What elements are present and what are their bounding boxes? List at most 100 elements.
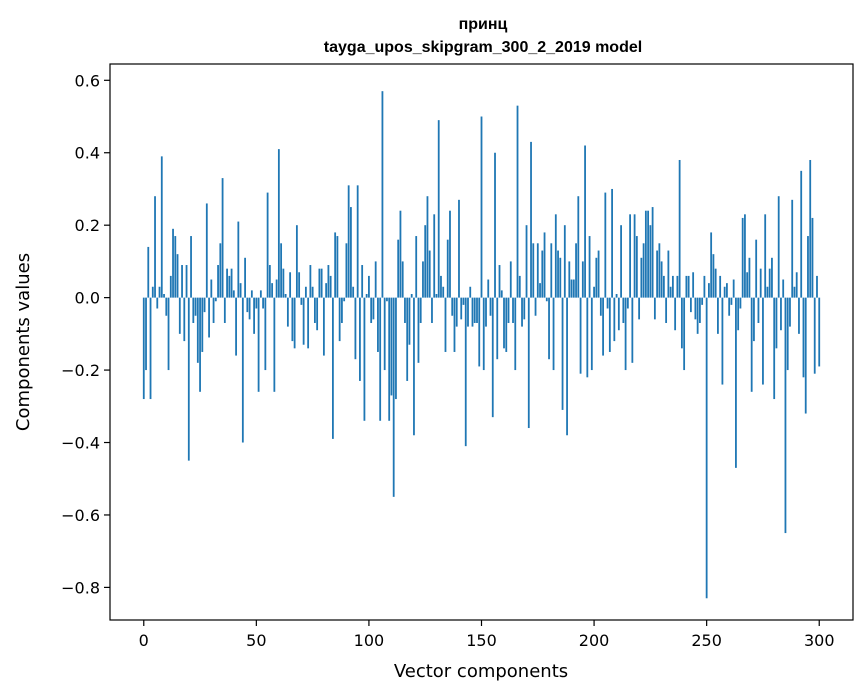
bar bbox=[735, 297, 737, 468]
bar bbox=[478, 297, 481, 367]
bar bbox=[658, 243, 661, 298]
bar bbox=[780, 297, 782, 331]
x-axis-ticks: 0 50 100 150 200 250 300 bbox=[139, 620, 835, 650]
bar bbox=[266, 192, 269, 298]
bar bbox=[473, 297, 476, 323]
bar bbox=[482, 297, 485, 371]
bar bbox=[187, 297, 190, 461]
bar bbox=[156, 297, 159, 309]
x-tick-label: 250 bbox=[691, 631, 722, 650]
bar bbox=[793, 286, 796, 298]
bar bbox=[455, 297, 458, 327]
bar bbox=[316, 297, 319, 331]
y-tick-label: −0.2 bbox=[61, 361, 100, 380]
bar bbox=[343, 297, 346, 302]
bar bbox=[307, 297, 310, 349]
bar bbox=[395, 297, 397, 400]
bar bbox=[530, 141, 532, 298]
bar bbox=[160, 156, 163, 298]
bar bbox=[190, 236, 192, 298]
bar bbox=[167, 297, 170, 371]
bar bbox=[809, 159, 812, 298]
bar bbox=[424, 225, 427, 298]
bar bbox=[406, 297, 409, 381]
bar bbox=[494, 152, 496, 298]
bar bbox=[723, 286, 726, 298]
bar bbox=[568, 261, 571, 298]
bar bbox=[383, 297, 386, 371]
bar bbox=[719, 275, 722, 298]
bar bbox=[392, 297, 395, 497]
bar bbox=[762, 297, 764, 385]
bar bbox=[559, 257, 562, 298]
bar bbox=[566, 297, 568, 436]
bar bbox=[708, 283, 710, 298]
bar bbox=[647, 210, 650, 298]
bar bbox=[699, 297, 701, 323]
bar bbox=[304, 286, 307, 298]
bar bbox=[264, 297, 267, 371]
bar bbox=[525, 225, 528, 298]
bar bbox=[717, 297, 719, 334]
bar bbox=[460, 297, 463, 320]
bar bbox=[712, 254, 715, 298]
bar bbox=[442, 286, 445, 298]
bar bbox=[640, 257, 643, 298]
bar bbox=[449, 210, 451, 298]
bar bbox=[356, 185, 359, 298]
bar bbox=[268, 265, 271, 298]
bar bbox=[250, 290, 253, 298]
bar bbox=[714, 268, 717, 298]
bar bbox=[163, 294, 165, 298]
bar bbox=[516, 105, 519, 298]
bar bbox=[476, 297, 478, 323]
bar bbox=[147, 246, 150, 298]
bar bbox=[703, 275, 706, 298]
bar bbox=[471, 297, 474, 327]
bar bbox=[768, 268, 771, 298]
bar bbox=[503, 297, 505, 349]
bar bbox=[773, 297, 776, 400]
bar bbox=[662, 275, 665, 298]
bar bbox=[399, 210, 402, 298]
bar bbox=[694, 297, 697, 320]
bar bbox=[341, 297, 343, 323]
bar bbox=[300, 297, 303, 305]
bar bbox=[590, 297, 593, 371]
bar bbox=[818, 297, 821, 367]
bar bbox=[379, 297, 382, 421]
bar bbox=[244, 257, 246, 298]
bar bbox=[271, 283, 274, 298]
bar bbox=[172, 228, 174, 298]
bar bbox=[169, 275, 172, 298]
bar bbox=[633, 214, 636, 298]
bar bbox=[277, 149, 280, 298]
bar bbox=[165, 297, 168, 316]
bar bbox=[669, 286, 672, 298]
bar bbox=[336, 236, 339, 298]
bar bbox=[257, 297, 260, 392]
bar bbox=[512, 297, 514, 323]
bar bbox=[665, 297, 668, 323]
bar bbox=[527, 297, 530, 429]
bar bbox=[766, 286, 769, 298]
bar bbox=[221, 178, 224, 298]
bar bbox=[599, 297, 602, 316]
bar bbox=[410, 294, 413, 298]
bar bbox=[433, 214, 436, 298]
bar bbox=[210, 279, 213, 298]
bar bbox=[509, 261, 512, 298]
bar bbox=[800, 170, 803, 298]
bar bbox=[660, 261, 663, 298]
y-tick-label: 0.0 bbox=[75, 289, 100, 308]
y-tick-label: 0.2 bbox=[75, 216, 100, 235]
bar bbox=[372, 297, 375, 320]
bar bbox=[226, 268, 228, 298]
y-tick-label: −0.8 bbox=[61, 578, 100, 597]
bar bbox=[789, 297, 791, 327]
bar bbox=[692, 272, 695, 298]
bar bbox=[239, 283, 242, 298]
bar bbox=[811, 217, 814, 298]
bar bbox=[629, 214, 631, 298]
